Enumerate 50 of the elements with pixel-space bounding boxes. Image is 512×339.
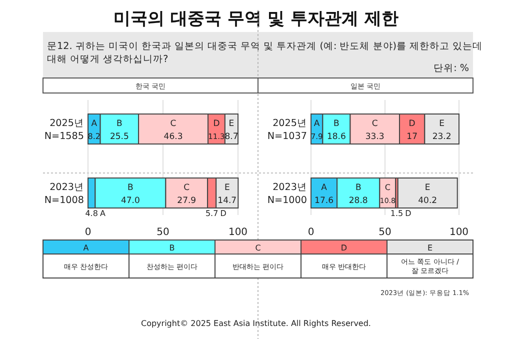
- text: 단위: %: [434, 63, 469, 74]
- x-tick-label: 50: [378, 227, 392, 238]
- data-label: 4.8: [85, 209, 98, 218]
- series-label: B: [334, 119, 340, 129]
- data-label: 5.7: [205, 209, 218, 218]
- series-label: C: [372, 119, 378, 129]
- bar: [397, 178, 458, 208]
- data-label: 33.3: [365, 132, 384, 142]
- data-label: 14.7: [218, 196, 237, 206]
- text: Copyright© 2025 East Asia Institute. All Rights Reserved.: [141, 319, 371, 328]
- data-label: 28.8: [348, 196, 368, 206]
- series-label: A: [314, 119, 320, 129]
- x-tick-label: 0: [84, 227, 92, 238]
- data-label: 17.6: [314, 196, 334, 206]
- data-label: 40.2: [418, 196, 438, 206]
- series-label: D: [408, 119, 416, 129]
- text: A: [321, 183, 327, 193]
- text: D: [213, 119, 220, 129]
- y-tick-label: 2023년 N=1000: [267, 182, 307, 206]
- series-label: D: [220, 209, 226, 218]
- data-label: 46.3: [164, 132, 183, 142]
- text: A: [100, 209, 106, 218]
- text: 미국의 대중국 무역 및 투자관계 제한: [114, 9, 398, 29]
- data-label: 23.2: [432, 132, 452, 142]
- y-tick-label: 2025년 N=1585: [44, 118, 84, 142]
- x-tick-label: 100: [228, 227, 248, 238]
- text: C: [184, 183, 190, 193]
- series-label: A: [91, 119, 98, 129]
- data-label: 18.6: [326, 132, 346, 142]
- x-tick-label: 50: [156, 227, 170, 238]
- series-label: C: [170, 119, 176, 129]
- x-tick-label: 0: [308, 227, 314, 238]
- y-tick-label: 2025년 N=1037: [267, 118, 307, 142]
- text: E: [224, 183, 230, 193]
- data-label: 17: [406, 132, 418, 142]
- text: E: [424, 183, 430, 193]
- series-label: E: [228, 119, 234, 129]
- data-label: 1.5: [390, 209, 404, 218]
- text: D: [405, 209, 412, 218]
- data-label: 25.5: [110, 132, 129, 142]
- data-label: 47.0: [120, 196, 140, 206]
- series-label: E: [439, 119, 445, 129]
- data-label: 27.9: [177, 196, 196, 206]
- y-tick-label: 2023년 N=1008: [44, 182, 84, 206]
- series-label: B: [116, 119, 123, 129]
- text: 문12. 귀하는 미국이 한국과 일본의 대중국 무역 및 투자관계 (예: 반도체 분야)를 제한하고 있는데 대해 어떻게 생각하십니까?: [47, 41, 483, 65]
- text: C: [384, 183, 390, 192]
- text: B: [355, 183, 362, 193]
- x-tick-label: 100: [449, 227, 469, 238]
- text: B: [128, 183, 134, 193]
